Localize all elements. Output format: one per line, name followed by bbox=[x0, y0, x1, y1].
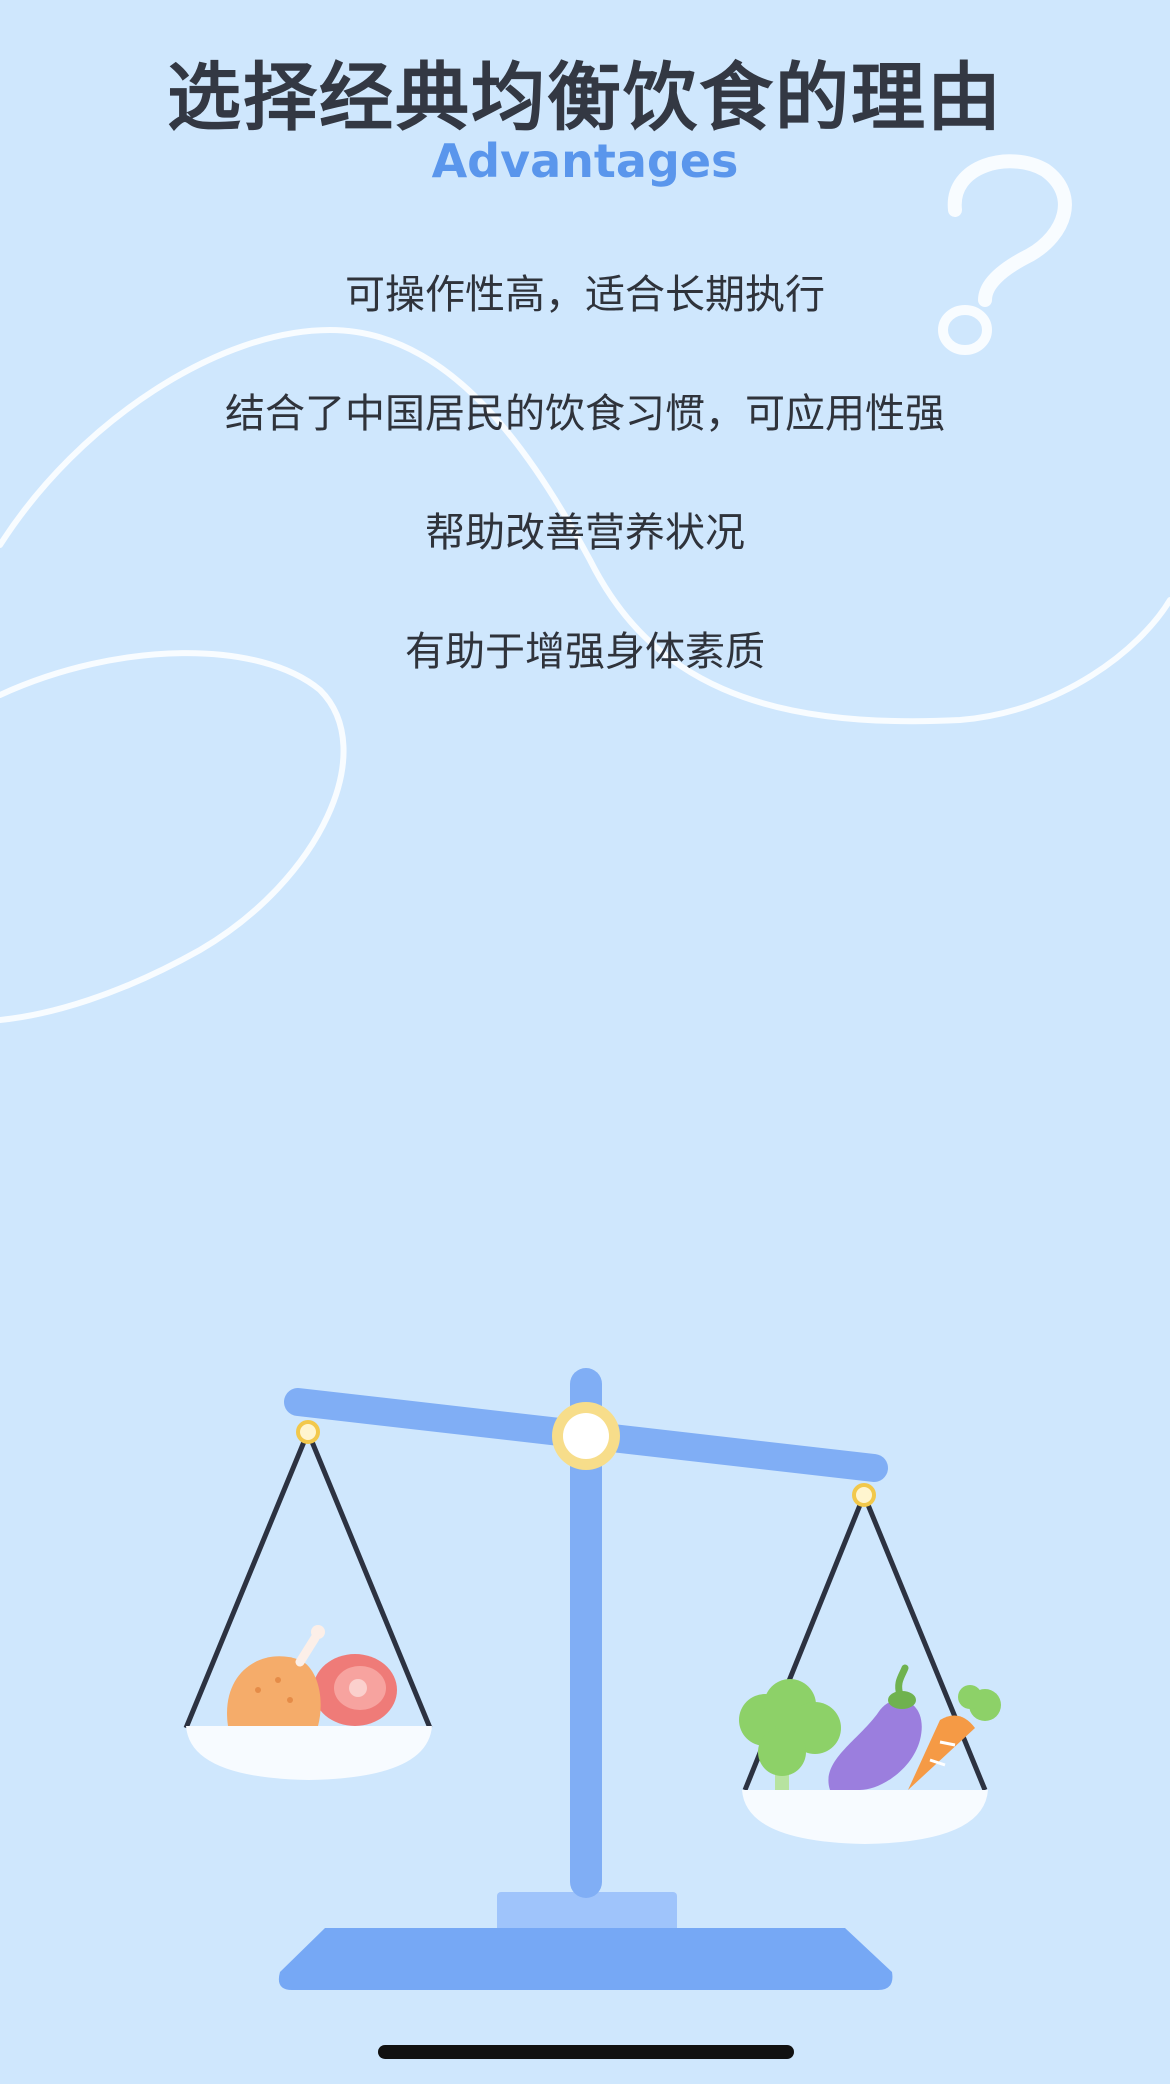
vegetables-icon bbox=[739, 1664, 1001, 1790]
left-pan bbox=[186, 1726, 432, 1780]
right-pan bbox=[742, 1790, 988, 1844]
reason-item: 帮助改善营养状况 bbox=[425, 510, 745, 556]
scale-pillar bbox=[570, 1368, 602, 1898]
reason-item: 结合了中国居民的饮食习惯，可应用性强 bbox=[225, 391, 945, 437]
home-indicator[interactable] bbox=[378, 2045, 794, 2059]
page-subtitle: Advantages bbox=[431, 134, 739, 188]
meat-icon bbox=[227, 1625, 397, 1726]
reason-item: 有助于增强身体素质 bbox=[405, 629, 765, 675]
scale-base bbox=[278, 1928, 893, 1990]
page-title: 选择经典均衡饮食的理由 bbox=[167, 55, 1003, 141]
reasons-list: 可操作性高，适合长期执行 结合了中国居民的饮食习惯，可应用性强 帮助改善营养状况… bbox=[0, 270, 1170, 746]
scale-base-top bbox=[497, 1892, 677, 1932]
reason-item: 可操作性高，适合长期执行 bbox=[345, 272, 825, 318]
balance-scale-illustration bbox=[183, 1368, 1001, 1990]
